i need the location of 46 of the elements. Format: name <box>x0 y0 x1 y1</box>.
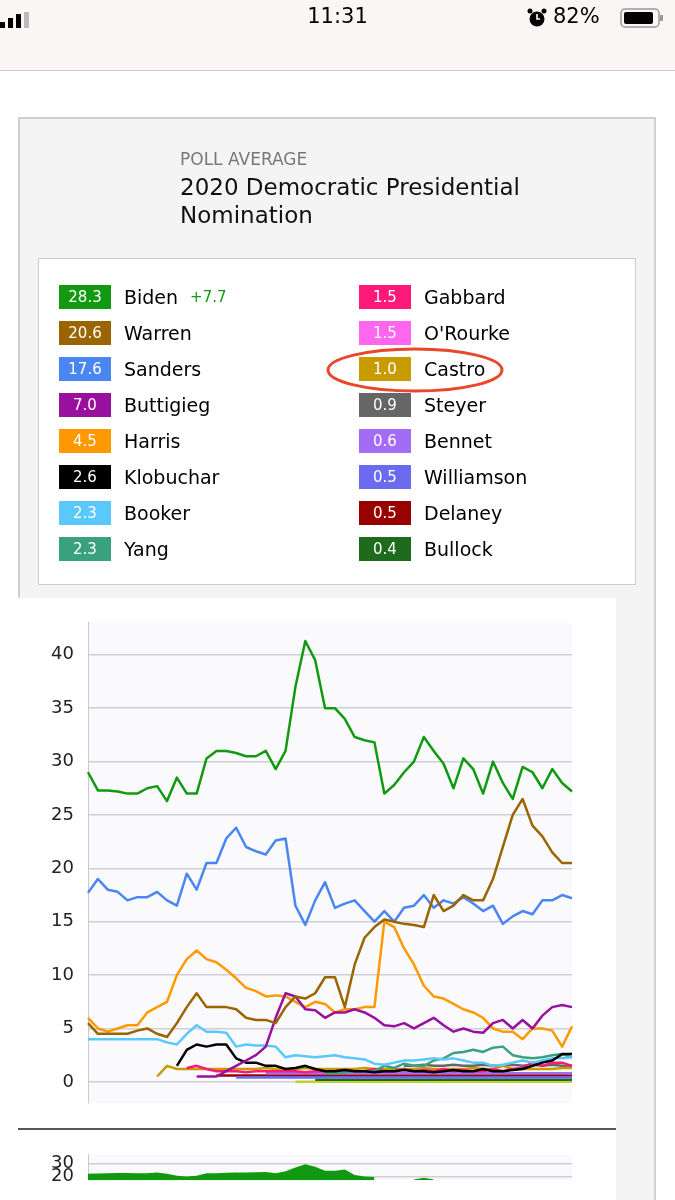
legend-label: Yang <box>124 538 169 560</box>
y-tick-label: 15 <box>51 909 74 931</box>
legend-label: Williamson <box>424 466 528 488</box>
y-tick-label: 10 <box>51 962 74 984</box>
legend-label: Warren <box>124 322 192 344</box>
legend-label: Biden <box>124 286 179 308</box>
legend-label: Buttigieg <box>124 394 211 416</box>
legend-label: Bennet <box>424 430 492 452</box>
text: +7.7 <box>190 288 227 306</box>
legend-label: O'Rourke <box>424 322 511 344</box>
y-tick-label: 30 <box>51 749 74 771</box>
text: 0.6 <box>359 429 411 453</box>
text: 82% <box>553 4 600 28</box>
legend-label: Harris <box>124 430 181 452</box>
text: 4.5 <box>59 429 111 453</box>
text: 1.0 <box>359 357 411 381</box>
y-tick-label: 25 <box>51 802 74 824</box>
legend-label: Bullock <box>424 538 493 560</box>
text: 0.9 <box>359 393 411 417</box>
text: 0.5 <box>359 465 411 489</box>
y-tick-label: 0 <box>62 1069 74 1091</box>
text: 11:31 <box>307 4 368 28</box>
legend-label: Booker <box>124 502 191 524</box>
text: 20.6 <box>59 321 111 345</box>
text: 0.5 <box>359 501 411 525</box>
legend-label: Sanders <box>124 358 202 380</box>
y-tick-label: 40 <box>51 642 74 664</box>
text: 7.0 <box>59 393 111 417</box>
y-tick-label: 5 <box>62 1016 74 1038</box>
text: 2.3 <box>59 501 111 525</box>
y-tick-label: 35 <box>51 695 74 717</box>
text: 1.5 <box>359 285 411 309</box>
text: 17.6 <box>59 357 111 381</box>
legend-label: Castro <box>424 358 486 380</box>
y-tick-label: 20 <box>51 856 74 878</box>
legend-label: Klobuchar <box>124 466 220 488</box>
text: 1.5 <box>359 321 411 345</box>
legend-label: Gabbard <box>424 286 506 308</box>
chart-title: 2020 Democratic Presidential Nomination <box>180 173 521 229</box>
legend-label: Steyer <box>424 394 486 416</box>
text: 2.6 <box>59 465 111 489</box>
text: 2.3 <box>59 537 111 561</box>
text: 0.4 <box>359 537 411 561</box>
text: 28.3 <box>59 285 111 309</box>
chart-subtitle: POLL AVERAGE <box>180 149 309 169</box>
legend-label: Delaney <box>424 502 503 524</box>
